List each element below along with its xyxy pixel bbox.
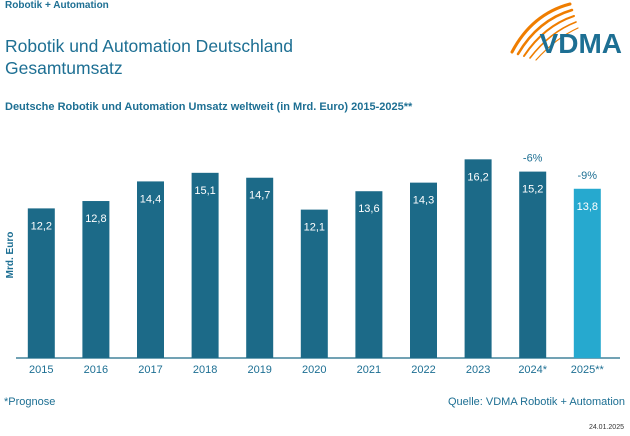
kicker-label: Robotik + Automation [5,0,109,11]
bar-value-label: 15,1 [194,185,215,197]
x-tick-label: 2015 [29,364,53,376]
footnote: *Prognose [4,396,56,408]
bar-value-label: 12,1 [304,222,325,234]
change-annotation: -9% [578,170,598,182]
title-line-2: Gesamtumsatz [5,58,123,78]
bar-2016 [82,201,110,358]
bar-value-label: 14,3 [413,195,434,207]
bar-value-label: 14,7 [249,190,270,202]
x-tick-label: 2016 [84,364,108,376]
vdma-swoosh-icon [510,2,579,61]
bar-2017 [137,181,164,358]
x-tick-label: 2019 [247,364,271,376]
bar-value-label: 12,8 [85,213,106,225]
x-tick-label: 2017 [138,364,162,376]
bar-2018 [191,172,219,358]
chart-title: Deutsche Robotik und Automation Umsatz w… [5,101,413,113]
vdma-logo: VDMA [510,2,622,61]
bar-2021 [355,191,383,358]
bar-value-label: 16,2 [467,171,488,183]
bar-2025** [573,188,601,358]
bar-2019 [246,177,274,358]
bar-2023 [464,159,492,358]
source-note: Quelle: VDMA Robotik + Automation [447,396,625,408]
bar-value-label: 14,4 [140,193,161,205]
x-tick-label: 2018 [193,364,217,376]
bar-value-label: 12,2 [31,220,52,232]
x-tick-label: 2020 [302,364,326,376]
bar-series: 12,2 2015 12,8 2016 14,4 2017 15,1 2018 14,7 2019… [27,153,605,376]
x-tick-label: 2022 [411,364,435,376]
title-line-1: Robotik und Automation Deutschland [5,36,293,56]
bar-value-label: 13,6 [358,203,379,215]
x-tick-label: 2021 [357,364,381,376]
date-stamp: 24.01.2025 [588,424,624,431]
bar-2024* [519,171,547,358]
bar-value-label: 15,2 [522,184,543,196]
bar-2020 [300,209,328,358]
bar-value-label: 13,8 [577,201,598,213]
change-annotation: -6% [523,153,543,165]
y-axis-label: Mrd. Euro [5,232,16,279]
bar-2015 [27,208,55,358]
x-tick-label: 2025** [571,364,605,376]
x-tick-label: 2023 [466,364,490,376]
x-tick-label: 2024* [518,364,547,376]
vdma-logo-text: VDMA [540,28,622,59]
bar-2022 [410,182,437,358]
page-title: Robotik und Automation Deutschland Gesam… [5,35,293,79]
